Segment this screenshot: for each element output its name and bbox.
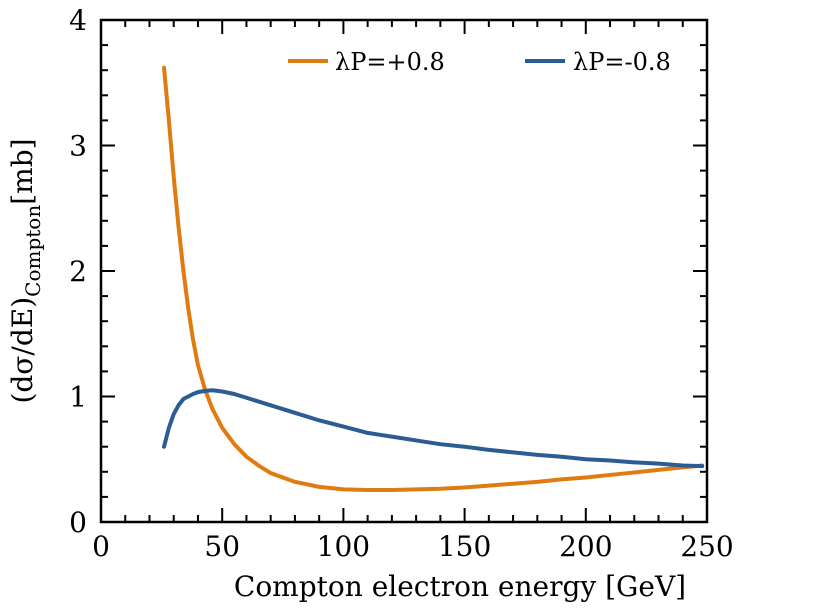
legend-label-minus: λP=-0.8 [573, 48, 671, 76]
x-axis-label: Compton electron energy [GeV] [234, 570, 686, 603]
y-axis-label-subscript: Compton [21, 205, 45, 297]
y-tick-label: 0 [69, 506, 87, 539]
x-tick-label: 0 [92, 530, 110, 563]
y-axis-label: (dσ/dE)Compton[mb] [6, 138, 45, 403]
y-axis-label-prefix: (dσ/dE) [6, 297, 39, 404]
series-line-1 [162, 388, 705, 469]
y-tick-label: 3 [69, 130, 87, 163]
x-tick-label: 50 [204, 530, 240, 563]
x-tick-label: 250 [680, 530, 733, 563]
series-line-0 [162, 65, 705, 492]
y-tick-label: 4 [69, 4, 87, 37]
x-tick-label: 100 [317, 530, 370, 563]
y-tick-label: 1 [69, 381, 87, 414]
x-tick-label: 200 [559, 530, 612, 563]
x-tick-label: 150 [438, 530, 491, 563]
legend: λP=+0.8 λP=-0.8 [288, 48, 671, 76]
ticks [100, 19, 708, 523]
y-axis-label-suffix: [mb] [6, 138, 39, 204]
series-layer [162, 65, 705, 492]
legend-label-plus: λP=+0.8 [335, 48, 445, 76]
plot-frame [99, 18, 709, 524]
y-tick-label: 2 [69, 255, 87, 288]
tick-labels: 0 50 100 150 200 250 0 1 2 3 4 [69, 4, 734, 563]
